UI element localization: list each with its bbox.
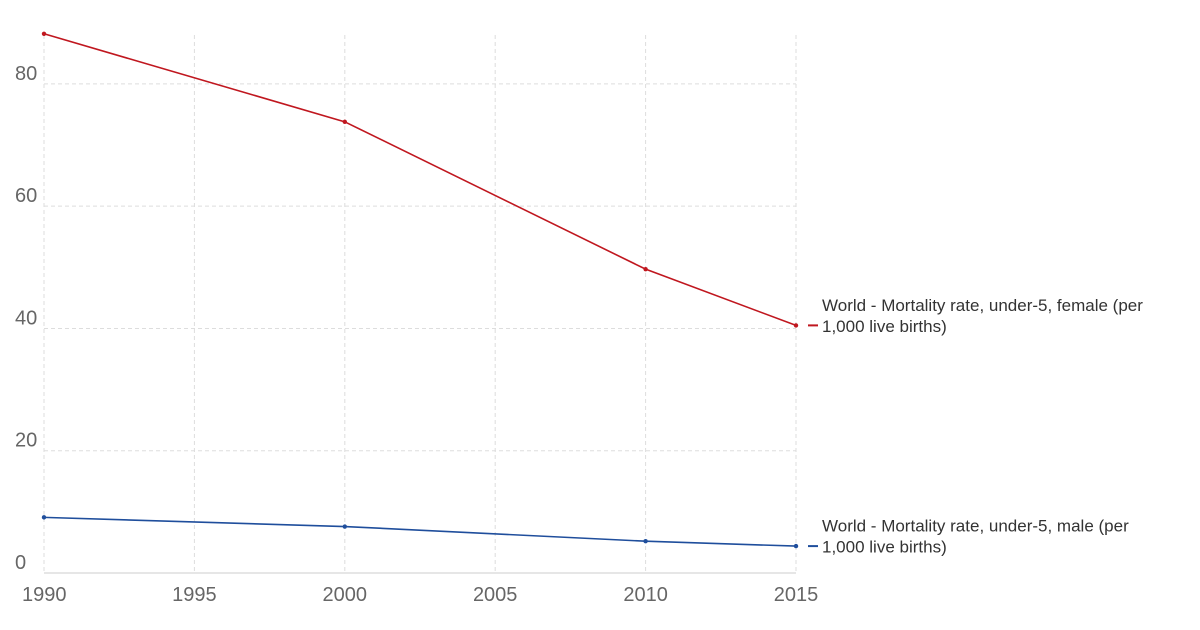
- data-point: [41, 515, 47, 520]
- series-labels: World - Mortality rate, under-5, female …: [808, 296, 1143, 557]
- series-line: [43, 516, 797, 547]
- data-point: [793, 543, 799, 549]
- data-point: [643, 539, 648, 544]
- series-label: World - Mortality rate, under-5, female …: [822, 296, 1143, 315]
- axes: 1990 1995 2000 2005 2010 2015 0 20 40 60 80: [15, 63, 818, 606]
- x-tick-label: 2010: [623, 584, 668, 606]
- y-tick-label: 60: [15, 185, 37, 207]
- data-point: [342, 119, 347, 125]
- x-tick-label: 1990: [22, 584, 67, 606]
- y-tick-label: 40: [15, 307, 37, 329]
- grid: [43, 35, 797, 573]
- series-label: 1,000 live births): [822, 538, 947, 557]
- y-tick-label: 20: [15, 430, 37, 452]
- data-point: [643, 266, 648, 272]
- data-point: [342, 524, 347, 529]
- series-lines: [41, 31, 799, 549]
- series-label: 1,000 live births): [822, 317, 947, 336]
- x-tick-label: 1995: [172, 584, 217, 606]
- series-line: [43, 33, 797, 327]
- y-tick-label: 80: [15, 63, 37, 85]
- x-tick-label: 2015: [774, 584, 819, 606]
- x-tick-label: 2005: [473, 584, 518, 606]
- series-label: World - Mortality rate, under-5, male (p…: [822, 517, 1129, 536]
- y-tick-label: 0: [15, 552, 26, 574]
- data-point: [41, 31, 47, 36]
- data-point: [793, 323, 799, 328]
- x-tick-label: 2000: [323, 584, 368, 606]
